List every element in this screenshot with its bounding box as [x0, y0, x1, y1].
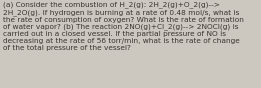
- Text: (a) Consider the combustion of H_2(g): 2H_2(g)+O_2(g)-->
2H_2O(g). If hydrogen i: (a) Consider the combustion of H_2(g): 2…: [3, 1, 244, 51]
